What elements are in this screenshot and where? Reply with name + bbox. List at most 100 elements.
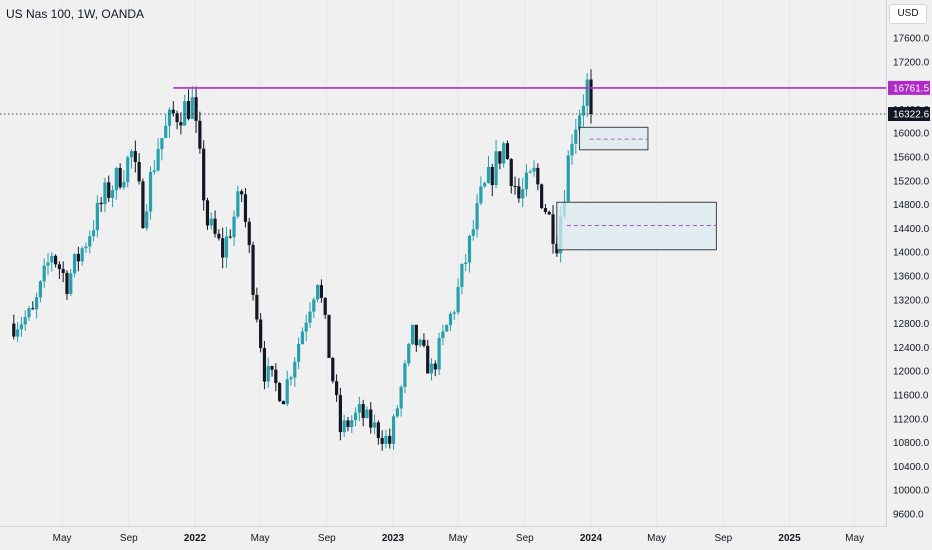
candle	[194, 86, 198, 134]
candle	[243, 188, 248, 228]
candle	[232, 210, 236, 246]
candle	[126, 155, 130, 188]
price-tick-label: 12800.0	[893, 319, 930, 330]
candle	[88, 230, 92, 254]
candle	[255, 287, 259, 323]
candle	[486, 155, 491, 184]
candle	[164, 114, 168, 139]
candle	[517, 178, 521, 203]
candle	[391, 414, 396, 450]
candle	[156, 138, 160, 172]
demand-zone-upper[interactable]	[579, 126, 649, 151]
candle	[581, 94, 586, 127]
price-tick-label: 9600.0	[893, 510, 924, 521]
candle	[429, 358, 434, 381]
price-tick-label: 16000.0	[893, 129, 930, 140]
candle	[589, 69, 593, 124]
candle	[388, 428, 392, 449]
candle	[414, 324, 418, 352]
price-tick-label: 14800.0	[893, 200, 930, 211]
candle	[350, 415, 354, 434]
candle	[300, 327, 305, 345]
candle	[133, 140, 137, 173]
candle	[410, 324, 415, 346]
candle	[422, 333, 426, 348]
candle	[240, 189, 244, 203]
time-tick-label: Sep	[714, 533, 732, 544]
time-tick-label: May	[251, 533, 270, 544]
candle	[12, 314, 16, 340]
candle	[137, 153, 141, 185]
price-tick-label: 12000.0	[893, 367, 930, 378]
candle	[266, 357, 270, 388]
candle	[27, 305, 31, 321]
candle	[380, 430, 384, 451]
candle	[281, 400, 286, 405]
candle	[407, 342, 411, 367]
candle	[395, 404, 399, 419]
symbol-title: US Nas 100, 1W, OANDA	[6, 7, 145, 21]
candle	[418, 338, 422, 348]
time-tick-label: 2022	[184, 533, 207, 544]
candle	[532, 160, 536, 177]
candle	[202, 140, 206, 211]
candle	[69, 268, 73, 297]
candle	[247, 217, 251, 254]
candle	[445, 324, 449, 332]
time-tick-label: Sep	[120, 533, 138, 544]
candle	[129, 149, 134, 169]
candle	[84, 242, 88, 253]
candle	[346, 416, 350, 432]
candle	[297, 337, 301, 370]
candle	[175, 110, 179, 130]
time-axis-panel[interactable]	[0, 527, 887, 550]
price-tick-label: 17600.0	[893, 34, 930, 45]
candle	[38, 280, 42, 303]
price-tick-label: 13600.0	[893, 272, 930, 283]
candle	[99, 196, 103, 213]
candle	[528, 169, 532, 174]
candle	[221, 227, 225, 269]
price-tick-label: 14400.0	[893, 224, 930, 235]
candle	[53, 254, 58, 268]
candle	[122, 170, 126, 190]
candle	[209, 212, 213, 230]
candle	[585, 73, 589, 118]
last-price-label-box	[888, 107, 930, 122]
price-tick-label: 11200.0	[893, 414, 929, 425]
candle	[479, 176, 483, 206]
candle	[471, 220, 475, 241]
candle	[80, 246, 84, 266]
candle	[342, 414, 346, 438]
candle	[437, 332, 441, 376]
candle	[502, 141, 506, 168]
candle	[361, 399, 365, 427]
time-tick-label: Sep	[516, 533, 534, 544]
candle	[148, 166, 153, 220]
candle	[574, 118, 578, 154]
candle	[308, 302, 312, 328]
demand-zone-lower[interactable]	[556, 201, 717, 251]
candle	[179, 112, 183, 135]
candle	[118, 163, 122, 190]
candle	[372, 414, 377, 435]
candle	[145, 204, 149, 231]
candle	[513, 176, 517, 195]
time-tick-label: 2024	[580, 533, 603, 544]
time-tick-label: 2025	[778, 533, 801, 544]
candle	[464, 253, 468, 272]
demand-zones[interactable]	[556, 126, 717, 251]
candle	[490, 163, 494, 197]
candle	[95, 195, 99, 238]
candle	[357, 396, 361, 422]
last-price-label: 16322.6	[888, 107, 930, 122]
candle	[505, 140, 510, 160]
candle	[114, 166, 118, 200]
candle	[213, 210, 217, 238]
currency-button[interactable]: USD	[889, 4, 927, 24]
candle	[224, 226, 229, 268]
candle	[186, 89, 191, 121]
candle	[536, 163, 540, 191]
candle	[205, 197, 210, 230]
